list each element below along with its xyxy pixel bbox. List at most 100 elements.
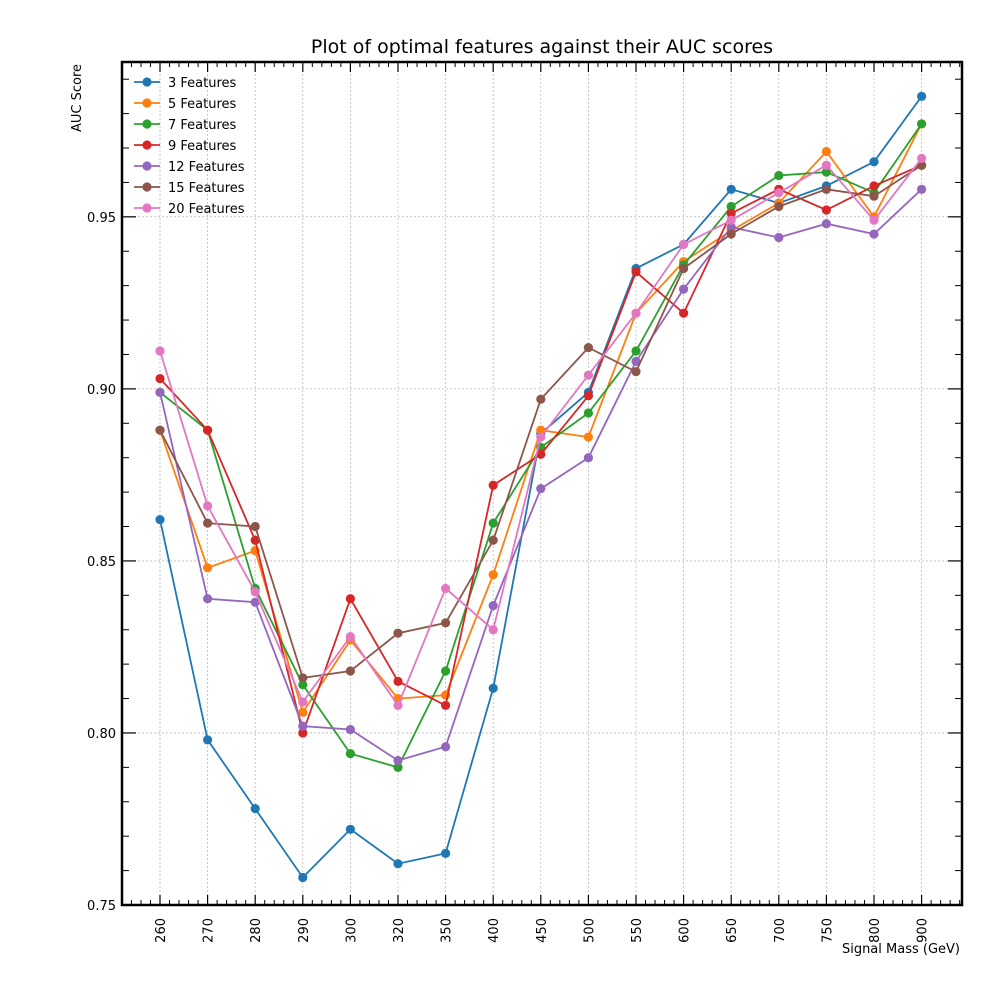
legend-swatch-marker [142, 203, 152, 213]
x-tick-label: 270 [202, 918, 217, 943]
y-tick-label: 0.80 [87, 727, 116, 742]
data-point [821, 160, 832, 170]
data-point [869, 181, 879, 191]
data-point [536, 484, 546, 494]
data-point [488, 683, 498, 693]
x-tick-label: 800 [868, 918, 883, 943]
data-point [250, 535, 260, 545]
x-axis-label: Signal Mass (GeV) [842, 942, 960, 957]
data-point [155, 373, 165, 384]
data-point [203, 518, 213, 528]
legend-swatch-marker [142, 119, 152, 129]
y-axis-label: AUC Score [70, 64, 85, 132]
data-point [774, 232, 784, 243]
data-point [488, 570, 498, 580]
y-tick-label: 0.95 [87, 211, 116, 226]
legend-label: 20 Features [168, 202, 245, 217]
y-tick-label: 0.90 [87, 383, 116, 398]
data-point [583, 408, 594, 418]
y-tick-label: 0.75 [87, 899, 116, 914]
data-point [393, 676, 403, 686]
data-point [583, 342, 594, 353]
legend-label: 3 Features [168, 76, 237, 91]
data-point [488, 625, 498, 635]
data-point [488, 601, 498, 611]
data-point [345, 824, 355, 834]
x-tick-label: 900 [916, 918, 931, 943]
data-point [345, 632, 355, 642]
x-tick-label: 750 [820, 918, 835, 943]
legend-entry-12-features: 12 Features [134, 160, 245, 175]
plot-frame [120, 60, 964, 907]
x-tick-label: 500 [582, 918, 597, 943]
data-point [203, 594, 213, 604]
data-point [203, 563, 213, 573]
legend-entry-5-features: 5 Features [134, 97, 237, 112]
data-point [726, 222, 736, 232]
legend-swatch-marker [142, 182, 152, 192]
chart-title: Plot of optimal features against their A… [311, 36, 773, 58]
data-point [631, 346, 641, 356]
data-point [298, 728, 308, 738]
data-point [345, 724, 355, 735]
data-point [488, 535, 498, 545]
data-point [536, 394, 546, 404]
data-point [250, 521, 260, 532]
data-point [393, 755, 403, 766]
data-point [393, 762, 403, 772]
data-point [298, 680, 308, 690]
data-point [393, 700, 403, 711]
grid [122, 62, 962, 905]
data-point [917, 153, 927, 163]
x-tick-label: 350 [440, 918, 455, 943]
x-tick-label: 450 [535, 918, 550, 943]
data-point [250, 597, 260, 607]
legend-label: 12 Features [168, 160, 245, 175]
data-point [917, 160, 927, 170]
data-point [441, 848, 451, 858]
x-tick-label: 280 [249, 918, 264, 943]
data-point [774, 188, 784, 198]
data-point [345, 594, 355, 604]
legend-label: 15 Features [168, 181, 245, 196]
data-point [441, 666, 451, 676]
data-point [203, 425, 213, 435]
legend-swatch-marker [142, 98, 152, 108]
data-point [155, 515, 165, 525]
data-point [869, 191, 879, 201]
legend-swatch-marker [142, 140, 152, 150]
data-point [583, 432, 594, 442]
data-point [345, 749, 355, 759]
data-point [488, 480, 498, 490]
legend-label: 9 Features [168, 139, 237, 154]
data-point [155, 425, 165, 435]
series-15-features [155, 160, 927, 683]
data-point [869, 215, 879, 225]
data-point [203, 501, 213, 511]
data-point [298, 673, 308, 683]
data-point [726, 229, 736, 239]
data-point [679, 284, 689, 294]
data-point [536, 432, 546, 442]
data-point [679, 239, 689, 249]
data-point [679, 263, 689, 274]
ticks: 260 270 280 290 300 320 350 400 450 500 550 600 650 7… [87, 62, 962, 943]
legend-entry-3-features: 3 Features [134, 76, 237, 91]
data-point [821, 184, 832, 194]
data-point [821, 219, 832, 229]
x-tick-label: 550 [630, 918, 645, 943]
data-point [679, 308, 689, 318]
data-point [298, 707, 308, 717]
data-point [203, 735, 213, 745]
legend-entry-7-features: 7 Features [134, 118, 237, 133]
data-point [726, 184, 736, 194]
data-point [631, 267, 641, 277]
data-point [917, 91, 927, 102]
data-point [917, 184, 927, 194]
data-point [488, 518, 498, 528]
legend-label: 7 Features [168, 118, 237, 133]
x-tick-label: 400 [487, 918, 502, 943]
x-tick-label: 320 [392, 918, 407, 943]
